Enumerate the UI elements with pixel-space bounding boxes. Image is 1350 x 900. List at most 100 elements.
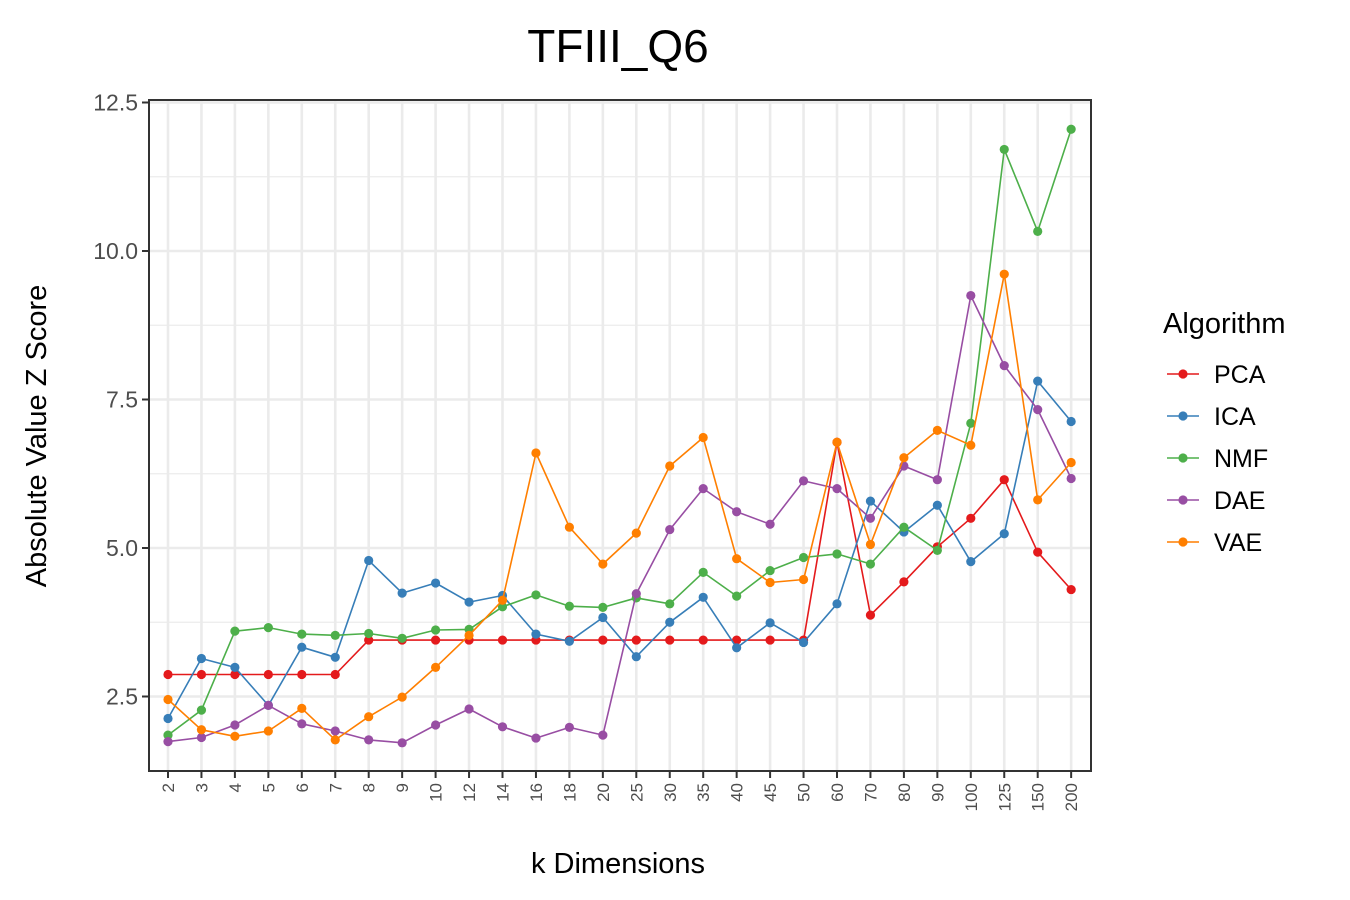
x-tick-label: 8 — [360, 783, 379, 792]
plot-panel-border — [148, 99, 1092, 772]
data-point-dae — [431, 720, 441, 730]
data-point-dae — [999, 361, 1009, 371]
data-point-ica — [832, 599, 842, 609]
data-point-pca — [364, 635, 374, 645]
x-tick-label: 45 — [761, 783, 780, 802]
legend: Algorithm PCA ICA NMF DAE VAE — [1163, 308, 1286, 557]
data-point-dae — [497, 722, 508, 732]
data-point-vae — [966, 440, 976, 450]
data-point-pca — [297, 669, 307, 680]
x-tick-label: 35 — [694, 783, 713, 802]
data-point-pca — [431, 635, 441, 645]
data-point-nmf — [497, 602, 508, 612]
x-tick-label: 20 — [594, 783, 613, 802]
series-line-pca — [168, 441, 1072, 676]
data-point-nmf — [665, 599, 675, 609]
legend-point-vae — [1178, 537, 1188, 547]
data-point-nmf — [798, 552, 809, 563]
data-point-dae — [1033, 404, 1043, 415]
y-tick-label: 7.5 — [106, 387, 138, 413]
x-tick-label: 4 — [226, 783, 245, 792]
data-point-dae — [364, 735, 374, 745]
data-point-ica — [598, 612, 608, 623]
data-point-ica — [665, 617, 675, 627]
data-point-nmf — [698, 567, 708, 577]
data-point-vae — [431, 662, 441, 672]
x-axis-title: k Dimensions — [531, 848, 705, 880]
series-line-vae — [167, 273, 1072, 741]
legend-point-pca — [1178, 369, 1188, 379]
data-point-vae — [698, 432, 708, 443]
legend-label-vae: VAE — [1214, 529, 1262, 557]
data-point-nmf — [932, 545, 942, 555]
legend-label-pca: PCA — [1214, 361, 1266, 389]
x-tick-label: 70 — [861, 783, 880, 802]
x-tick-label: 80 — [895, 783, 914, 802]
data-point-nmf — [397, 633, 407, 643]
data-point-ica — [531, 629, 541, 639]
x-tick-label: 200 — [1062, 783, 1081, 811]
data-point-pca — [899, 577, 909, 587]
data-point-dae — [263, 700, 273, 711]
data-point-vae — [732, 554, 742, 564]
series-layer — [163, 124, 1076, 748]
y-axis: 2.5 5.0 7.5 10.0 12.5 — [93, 90, 149, 710]
data-point-dae — [196, 732, 207, 743]
data-point-dae — [865, 513, 876, 523]
data-point-vae — [263, 726, 273, 736]
data-point-vae — [631, 528, 641, 538]
data-point-dae — [397, 738, 407, 748]
data-point-vae — [999, 269, 1009, 279]
data-point-nmf — [163, 730, 173, 740]
data-point-ica — [364, 555, 374, 566]
legend-point-dae — [1178, 495, 1188, 505]
data-point-vae — [832, 437, 842, 447]
series-line-dae — [167, 294, 1072, 744]
data-point-vae — [798, 574, 809, 585]
data-point-pca — [631, 635, 641, 645]
data-point-vae — [564, 522, 575, 532]
x-tick-label: 10 — [427, 783, 446, 802]
x-tick-label: 125 — [995, 783, 1014, 811]
data-point-ica — [464, 597, 474, 607]
data-point-dae — [631, 589, 641, 599]
data-point-dae — [564, 722, 575, 732]
data-point-ica — [330, 652, 340, 662]
data-point-vae — [598, 559, 608, 569]
x-tick-label: 3 — [192, 783, 211, 792]
x-tick-label: 12 — [460, 783, 479, 802]
data-point-vae — [196, 725, 207, 735]
data-point-pca — [732, 635, 742, 645]
data-point-nmf — [966, 418, 976, 428]
y-tick-label: 10.0 — [93, 238, 138, 264]
data-point-vae — [765, 577, 775, 588]
x-tick-label: 90 — [928, 783, 947, 802]
y-tick-label: 12.5 — [93, 90, 138, 116]
x-tick-label: 7 — [326, 783, 345, 792]
data-point-vae — [665, 461, 675, 471]
data-point-ica — [230, 662, 240, 672]
minor-gridlines — [149, 176, 1091, 623]
data-point-ica — [798, 637, 809, 648]
data-point-ica — [999, 529, 1009, 539]
data-point-dae — [163, 737, 173, 747]
data-point-nmf — [832, 549, 842, 559]
x-tick-label: 9 — [393, 783, 412, 792]
data-point-vae — [1033, 495, 1043, 505]
x-tick-label: 5 — [259, 783, 278, 792]
data-point-vae — [865, 539, 876, 550]
data-point-nmf — [297, 629, 307, 639]
data-point-dae — [966, 290, 976, 301]
data-point-ica — [732, 643, 742, 653]
data-point-ica — [564, 636, 575, 646]
legend-label-ica: ICA — [1214, 403, 1256, 431]
data-point-nmf — [263, 622, 273, 633]
x-tick-label: 16 — [527, 783, 546, 802]
data-point-dae — [698, 484, 708, 494]
x-tick-label: 40 — [728, 783, 747, 802]
x-tick-label: 50 — [795, 783, 814, 802]
data-point-pca — [966, 513, 976, 523]
data-point-dae — [732, 507, 742, 517]
data-point-vae — [531, 448, 541, 458]
data-point-dae — [464, 704, 474, 714]
